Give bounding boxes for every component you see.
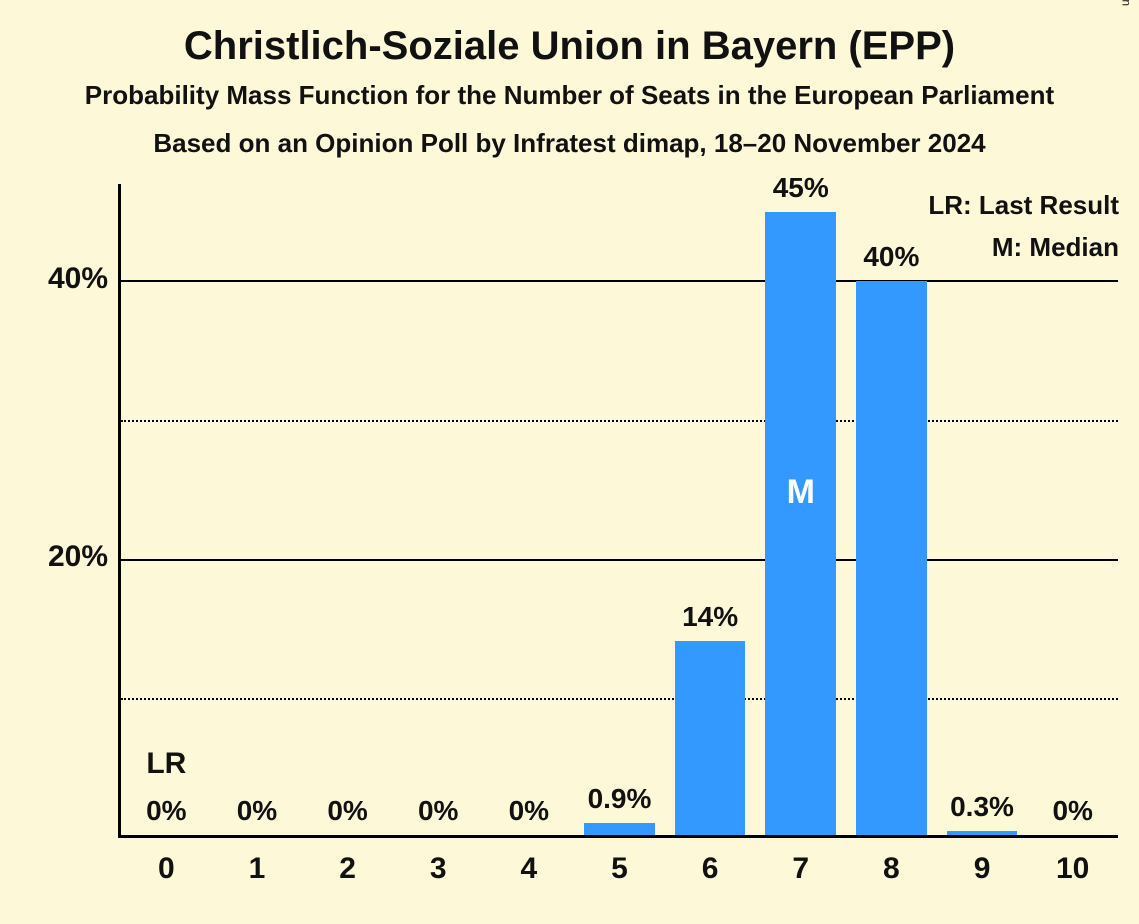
x-tick-label: 10 — [1027, 852, 1118, 886]
gridline-minor — [121, 420, 1118, 422]
median-marker: M — [765, 473, 836, 512]
gridline-major — [118, 559, 1118, 561]
bar-value-label: 0.3% — [937, 791, 1028, 823]
bar-value-label: 0.9% — [574, 783, 665, 815]
x-tick-label: 2 — [302, 852, 393, 886]
bar-value-label: 0% — [121, 795, 212, 827]
legend-median: M: Median — [992, 232, 1119, 263]
bar — [675, 641, 746, 835]
x-tick-label: 8 — [846, 852, 937, 886]
chart-subtitle-1: Probability Mass Function for the Number… — [0, 80, 1139, 111]
plot-area: 20%40%00%LR10%20%30%40%50.9%614%745%M840… — [118, 184, 1118, 838]
copyright-text: © 2024 Filip van Laenen — [1119, 0, 1133, 6]
gridline-minor — [121, 698, 1118, 700]
chart-title: Christlich-Soziale Union in Bayern (EPP) — [0, 24, 1139, 69]
chart-subtitle-2: Based on an Opinion Poll by Infratest di… — [0, 128, 1139, 159]
bar-value-label: 0% — [302, 795, 393, 827]
bar — [856, 281, 927, 835]
y-tick-label: 40% — [18, 262, 108, 296]
bar-value-label: 0% — [393, 795, 484, 827]
bar-value-label: 45% — [755, 172, 846, 204]
x-tick-label: 6 — [665, 852, 756, 886]
bar-value-label: 40% — [846, 241, 937, 273]
bar-value-label: 0% — [1027, 795, 1118, 827]
last-result-marker: LR — [121, 747, 212, 781]
x-tick-label: 9 — [937, 852, 1028, 886]
x-axis — [118, 835, 1118, 838]
x-tick-label: 7 — [755, 852, 846, 886]
x-tick-label: 5 — [574, 852, 665, 886]
gridline-major — [118, 280, 1118, 282]
chart-canvas: Christlich-Soziale Union in Bayern (EPP)… — [0, 0, 1139, 924]
legend-last-result: LR: Last Result — [928, 190, 1119, 221]
x-tick-label: 1 — [212, 852, 303, 886]
y-tick-label: 20% — [18, 540, 108, 574]
x-tick-label: 4 — [484, 852, 575, 886]
bar — [947, 831, 1018, 835]
x-tick-label: 0 — [121, 852, 212, 886]
x-tick-label: 3 — [393, 852, 484, 886]
bar-value-label: 0% — [484, 795, 575, 827]
bar — [584, 823, 655, 835]
bar-value-label: 0% — [212, 795, 303, 827]
bar-value-label: 14% — [665, 601, 756, 633]
bar — [765, 212, 836, 835]
